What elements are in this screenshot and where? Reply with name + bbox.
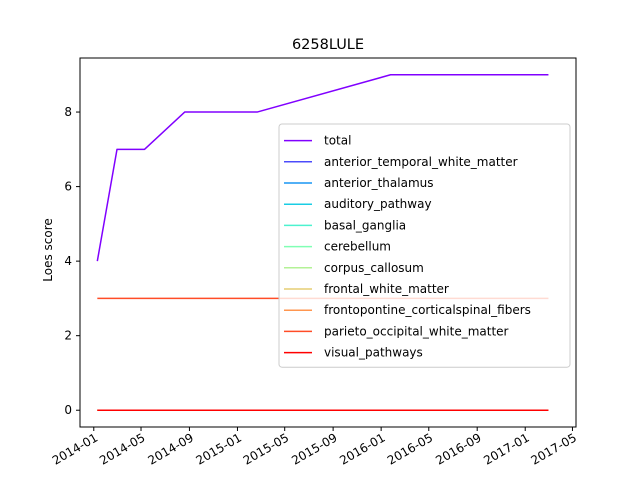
- x-tick-label: 2017-01: [481, 430, 531, 467]
- legend-entry-anterior_thalamus: anterior_thalamus: [284, 176, 434, 190]
- y-tick-label: 8: [64, 105, 72, 119]
- legend-entry-auditory_pathway: auditory_pathway: [284, 197, 432, 211]
- x-tick-label: 2017-05: [529, 430, 579, 467]
- legend-entry-corpus_callosum: corpus_callosum: [284, 261, 424, 275]
- chart-title: 6258LULE: [292, 37, 364, 53]
- legend-entry-parieto_occipital_white_matter: parieto_occipital_white_matter: [284, 324, 509, 338]
- legend-box: [278, 123, 571, 368]
- y-tick-label: 0: [64, 403, 72, 417]
- x-tick-label: 2014-05: [97, 430, 147, 467]
- legend-label: total: [324, 134, 351, 148]
- x-tick-label: 2015-09: [289, 430, 339, 467]
- x-tick-label: 2016-01: [337, 430, 387, 467]
- y-tick-label: 6: [64, 180, 72, 194]
- legend-entry-cerebellum: cerebellum: [284, 240, 391, 254]
- legend-label: frontopontine_corticalspinal_fibers: [324, 303, 531, 317]
- legend-label: corpus_callosum: [324, 261, 424, 275]
- x-tick-label: 2014-09: [146, 430, 196, 467]
- legend-entry-total: total: [284, 134, 351, 148]
- series-line-total: [96, 74, 549, 262]
- x-tick-label: 2014-01: [50, 430, 100, 467]
- legend-label: anterior_thalamus: [324, 176, 434, 190]
- x-tick-label: 2016-09: [433, 430, 483, 467]
- y-tick-label: 4: [64, 254, 72, 268]
- legend-entry-frontal_white_matter: frontal_white_matter: [284, 282, 449, 296]
- legend-entry-visual_pathways: visual_pathways: [284, 346, 423, 360]
- legend-label: basal_ganglia: [324, 218, 406, 232]
- y-axis-title: Loes score: [41, 218, 55, 282]
- legend-label: cerebellum: [324, 240, 391, 254]
- legend-entry-anterior_temporal_white_matter: anterior_temporal_white_matter: [284, 155, 518, 169]
- legend: total anterior_temporal_white_matteranter…: [278, 123, 571, 368]
- legend-entry-frontopontine_corticalspinal_fibers: frontopontine_corticalspinal_fibers: [284, 303, 531, 317]
- plot-frame: [79, 57, 577, 428]
- x-tick-label: 2015-01: [194, 430, 244, 467]
- x-axis-ticks: 2014-012014-052014-092015-012015-052015-…: [50, 427, 579, 468]
- legend-label: anterior_temporal_white_matter: [324, 155, 518, 169]
- x-tick-label: 2015-05: [241, 430, 291, 467]
- x-tick-label: 2016-05: [385, 430, 435, 467]
- y-tick-label: 2: [64, 329, 72, 343]
- legend-label: parieto_occipital_white_matter: [324, 324, 509, 338]
- legend-entry-basal_ganglia: basal_ganglia: [284, 218, 406, 232]
- legend-label: visual_pathways: [324, 346, 423, 360]
- legend-label: auditory_pathway: [324, 197, 432, 211]
- y-axis-ticks: 0 2 4 6 8: [64, 105, 80, 417]
- legend-label: frontal_white_matter: [324, 282, 449, 296]
